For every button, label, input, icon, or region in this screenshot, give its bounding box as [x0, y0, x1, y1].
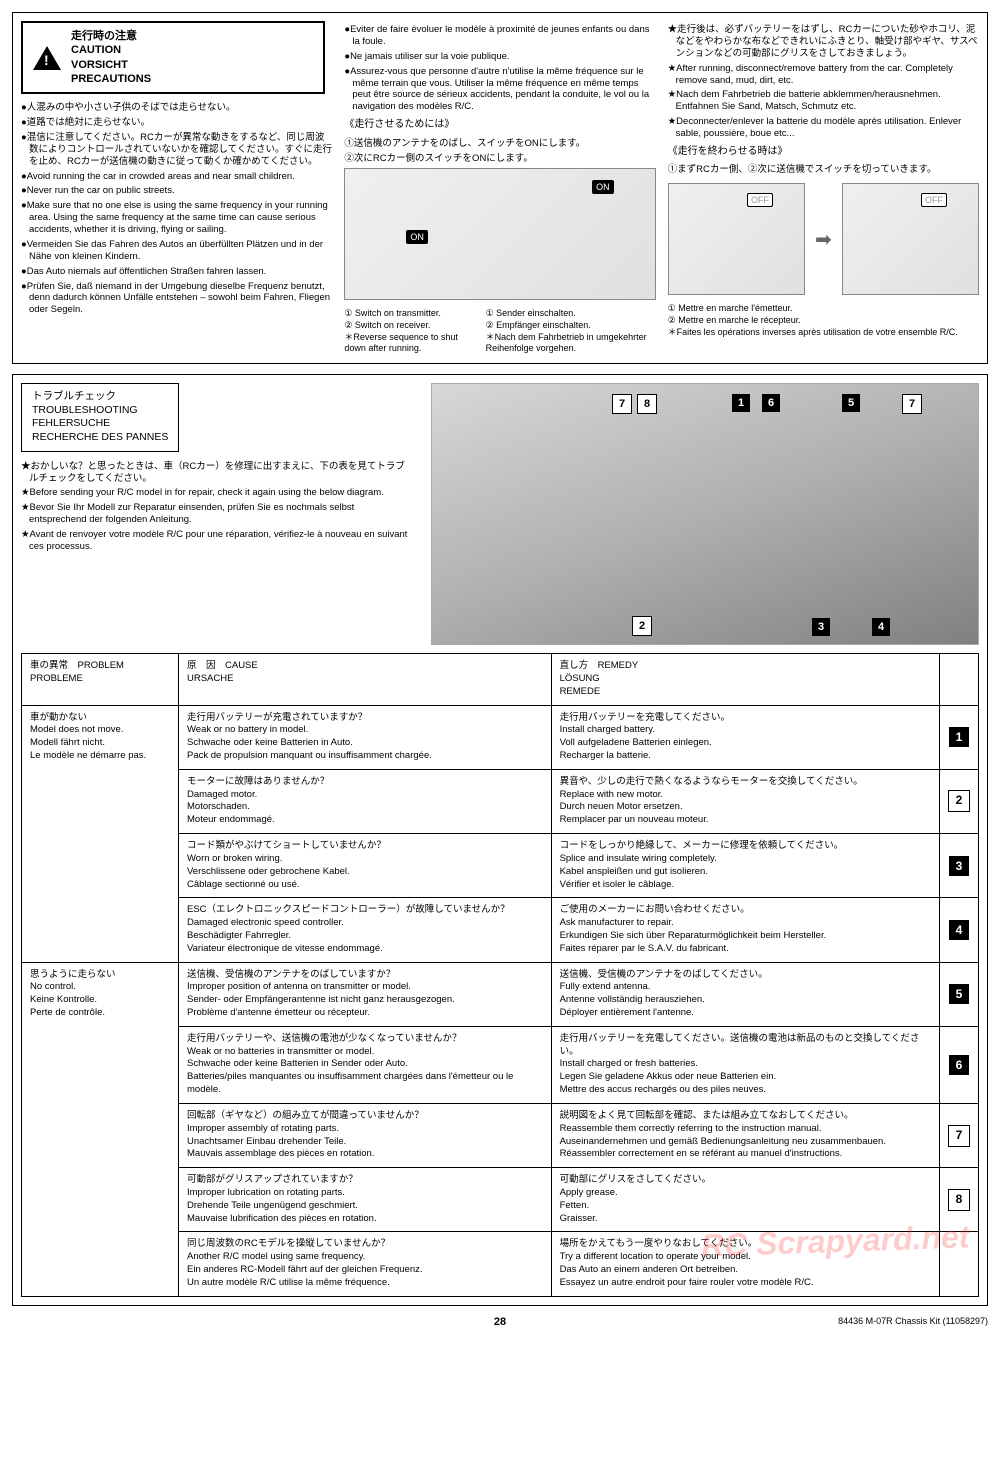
caution-en: CAUTION	[71, 43, 151, 57]
troubleshooting-title-box: トラブルチェック TROUBLESHOOTING FEHLERSUCHE REC…	[21, 383, 179, 452]
ts-intro: ★Bevor Sie Ihr Modell zur Reparatur eins…	[21, 502, 411, 526]
problem-cell: 車が動かない Model does not move. Modell fährt…	[22, 705, 179, 962]
page-footer: 28 84436 M-07R Chassis Kit (11058297)	[12, 1316, 988, 1328]
ref-number: 2	[948, 790, 970, 812]
chassis-on-diagram: ON ON	[344, 168, 655, 300]
arrow-icon: ➡	[815, 227, 832, 252]
remedy-cell: コードをしっかり絶縁して、メーカーに修理を依頼してください。Splice and…	[551, 834, 939, 898]
caution-line: ●Never run the car on public streets.	[21, 185, 332, 197]
after-run-line: ★Nach dem Fahrbetrieb die batterie abkle…	[668, 89, 979, 113]
remedy-cell: 送信機、受信機のアンテナをのばしてください。Fully extend anten…	[551, 962, 939, 1026]
remedy-cell: 可動部にグリスをさしてください。Apply grease.Fetten.Grai…	[551, 1168, 939, 1232]
ref-number: 5	[949, 984, 969, 1004]
ref-number: 7	[948, 1125, 970, 1147]
chassis-photo: 7 8 1 6 5 7 2 3 4	[431, 383, 979, 645]
start-step: ①送信機のアンテナをのばし、スイッチをONにします。	[344, 138, 655, 150]
caution-line: ●道路では絶対に走らせない。	[21, 117, 332, 129]
ref-number: 6	[949, 1055, 969, 1075]
th-remedy: 直し方 REMEDY LÖSUNG REMEDE	[551, 654, 939, 705]
step-de: ① Sender einschalten.	[486, 308, 656, 320]
caution-line: ●混信に注意してください。RCカーが異常な動きをするなど、同じ周波数によりコント…	[21, 132, 332, 168]
step-de: ② Empfänger einschalten.	[486, 320, 656, 332]
step-de: ＊Nach dem Fahrbetrieb in umgekehrter Rei…	[486, 332, 656, 355]
ref-number: 4	[949, 920, 969, 940]
ts-intro: ★おかしいな？と思ったときは、車（RCカー）を修理に出すまえに、下の表を見てトラ…	[21, 461, 411, 485]
start-step: ②次にRCカー側のスイッチをONにします。	[344, 153, 655, 165]
step-fr: ＊Faites les opérations inverses après ut…	[668, 327, 979, 339]
remedy-cell: 場所をかえてもう一度やりなおしてください。Try a different loc…	[551, 1232, 939, 1296]
caution-line: ●人混みの中や小さい子供のそばでは走らせない。	[21, 102, 332, 114]
caution-label-box: 走行時の注意 CAUTION VORSICHT PRECAUTIONS	[21, 21, 325, 94]
cause-cell: 同じ周波数のRCモデルを操縦していませんか？Another R/C model …	[179, 1232, 552, 1296]
caution-line: ●Vermeiden Sie das Fahren des Autos an ü…	[21, 239, 332, 263]
remedy-cell: 走行用バッテリーを充電してください。Install charged batter…	[551, 705, 939, 769]
th-cause: 原 因 CAUSE URSACHE	[179, 654, 552, 705]
troubleshooting-table: 車の異常 PROBLEM PROBLEME 原 因 CAUSE URSACHE …	[21, 653, 979, 1297]
remedy-cell: ご使用のメーカーにお問い合わせください。Ask manufacturer to …	[551, 898, 939, 962]
chassis-off-diagram-2: OFF	[842, 183, 979, 295]
cause-cell: ESC（エレクトロニックスピードコントローラー）が故障していませんか？Damag…	[179, 898, 552, 962]
manual-page: 走行時の注意 CAUTION VORSICHT PRECAUTIONS ●人混み…	[0, 0, 1000, 1340]
ref-number: 8	[948, 1189, 970, 1211]
caution-section: 走行時の注意 CAUTION VORSICHT PRECAUTIONS ●人混み…	[12, 12, 988, 364]
caution-line: ●Avoid running the car in crowded areas …	[21, 171, 332, 183]
after-run-line: ★After running, disconnect/remove batter…	[668, 63, 979, 87]
caution-line: ●Das Auto niemals auf öffentlichen Straß…	[21, 266, 332, 278]
ts-intro: ★Avant de renvoyer votre modèle R/C pour…	[21, 529, 411, 553]
cause-cell: コード類がやぶけてショートしていませんか？Worn or broken wiri…	[179, 834, 552, 898]
after-run-line: ★走行後は、必ずバッテリーをはずし、RCカーについた砂やホコリ、泥などをやわらか…	[668, 24, 979, 60]
th-problem: 車の異常 PROBLEM PROBLEME	[22, 654, 179, 705]
step-en: ＊Reverse sequence to shut down after run…	[344, 332, 473, 355]
problem-cell: 思うように走らない No control. Keine Kontrolle. P…	[22, 962, 179, 1296]
end-step: ①まずRCカー側、②次に送信機でスイッチを切っていきます。	[668, 164, 979, 176]
cause-cell: 走行用バッテリーが充電されていますか？Weak or no battery in…	[179, 705, 552, 769]
cause-cell: 走行用バッテリーや、送信機の電池が少なくなっていませんか？Weak or no …	[179, 1026, 552, 1103]
caution-line: ●Prüfen Sie, daß niemand in der Umgebung…	[21, 281, 332, 317]
caution-line: ●Ne jamais utiliser sur la voie publique…	[344, 51, 655, 63]
step-en: ① Switch on transmitter.	[344, 308, 473, 320]
end-title: 《走行を終わらせる時は》	[668, 146, 979, 159]
caution-line: ●Eviter de faire évoluer le modèle à pro…	[344, 24, 655, 48]
cause-cell: モーターに故障はありませんか？Damaged motor.Motorschade…	[179, 769, 552, 833]
cause-cell: 送信機、受信機のアンテナをのばしていますか？Improper position …	[179, 962, 552, 1026]
caution-fr: PRECAUTIONS	[71, 72, 151, 86]
warning-icon	[33, 46, 61, 70]
ref-number: 3	[949, 856, 969, 876]
footer-code: 84436 M-07R Chassis Kit (11058297)	[838, 1316, 988, 1326]
caution-line: ●Make sure that no one else is using the…	[21, 200, 332, 236]
cause-cell: 可動部がグリスアップされていますか？Improper lubrication o…	[179, 1168, 552, 1232]
remedy-cell: 走行用バッテリーを充電してください。送信機の電池は新品のものと交換してください。…	[551, 1026, 939, 1103]
caution-jp: 走行時の注意	[71, 29, 151, 43]
page-number: 28	[494, 1316, 506, 1328]
troubleshooting-section: トラブルチェック TROUBLESHOOTING FEHLERSUCHE REC…	[12, 374, 988, 1306]
step-fr: ① Mettre en marche l'émetteur.	[668, 303, 979, 315]
caution-de: VORSICHT	[71, 58, 151, 72]
remedy-cell: 異音や、少しの走行で熱くなるようならモーターを交換してください。Replace …	[551, 769, 939, 833]
step-en: ② Switch on receiver.	[344, 320, 473, 332]
cause-cell: 回転部（ギヤなど）の組み立てが間違っていませんか？Improper assemb…	[179, 1103, 552, 1167]
ts-intro: ★Before sending your R/C model in for re…	[21, 487, 411, 499]
after-run-line: ★Deconnecter/enlever la batterie du modè…	[668, 116, 979, 140]
chassis-off-diagram-1: OFF	[668, 183, 805, 295]
ref-number: 1	[949, 727, 969, 747]
caution-line: ●Assurez-vous que personne d'autre n'uti…	[344, 66, 655, 114]
step-fr: ② Mettre en marche le récepteur.	[668, 315, 979, 327]
remedy-cell: 説明図をよく見て回転部を確認、または組み立てなおしてください。Reassembl…	[551, 1103, 939, 1167]
start-title: 《走行させるためには》	[344, 119, 655, 132]
